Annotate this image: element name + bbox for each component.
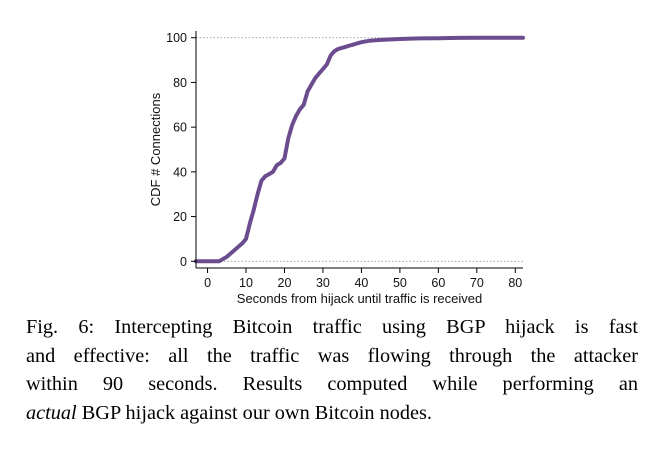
x-tick-label: 70	[470, 276, 484, 290]
caption-line: actual BGP hijack against our own Bitcoi…	[26, 399, 638, 428]
cdf-series-line	[194, 35, 525, 264]
x-tick-label: 60	[431, 276, 445, 290]
x-tick-label: 50	[393, 276, 407, 290]
x-tick-label: 80	[508, 276, 522, 290]
y-axis-label: CDF # Connections	[148, 92, 163, 206]
y-tick-label: 20	[173, 210, 187, 224]
x-axis-label: Seconds from hijack until traffic is rec…	[237, 291, 482, 306]
y-tick-label: 40	[173, 165, 187, 179]
x-tick-label: 10	[239, 276, 253, 290]
y-tick-label: 0	[180, 255, 187, 269]
figure-caption: Fig. 6: Intercepting Bitcoin traffic usi…	[26, 313, 638, 427]
plot-area	[196, 31, 523, 268]
caption-line: Fig. 6: Intercepting Bitcoin traffic usi…	[26, 316, 638, 338]
caption-line: and effective: all the traffic was flowi…	[26, 344, 638, 367]
x-tick-label: 20	[278, 276, 292, 290]
x-tick-label: 30	[316, 276, 330, 290]
x-tick-label: 0	[204, 276, 211, 290]
caption-line-rest: BGP hijack against our own Bitcoin nodes…	[76, 401, 432, 424]
y-tick-label: 60	[173, 121, 187, 135]
x-tick-label: 40	[354, 276, 368, 290]
y-tick-label: 80	[173, 76, 187, 90]
caption-italic-word: actual	[26, 401, 77, 424]
y-tick-label: 100	[166, 31, 187, 45]
caption-line: within 90 seconds. Results computed whil…	[26, 373, 638, 395]
cdf-chart: 0 20 40 60 80 100 0 10 20 30 40 50 60 70 80 CDF # Conn…	[148, 31, 525, 306]
